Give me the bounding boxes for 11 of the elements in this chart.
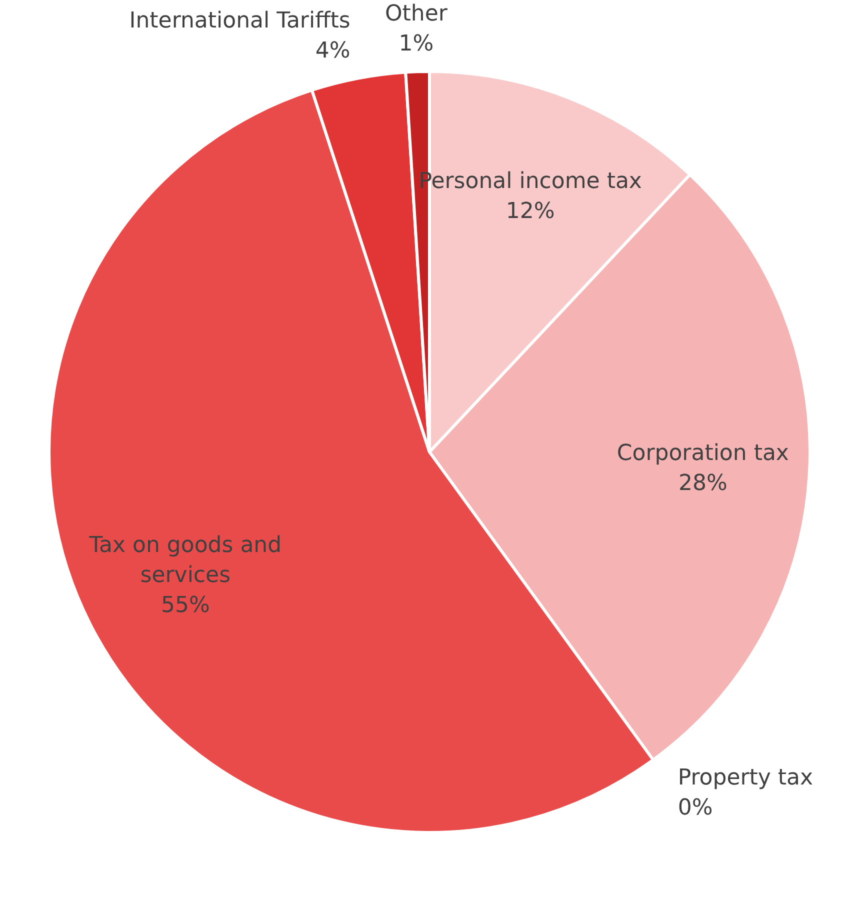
data-label: 12%	[506, 198, 555, 224]
slice-label: Tax on goods and services	[88, 533, 282, 588]
slice-label: International Tariffts	[129, 8, 350, 34]
text: 0%	[678, 796, 713, 821]
category-label: Property tax	[678, 766, 814, 791]
data-label: 55%	[160, 593, 210, 618]
data-label: 4%	[315, 38, 350, 64]
slice-label: Other	[384, 1, 448, 26]
slice-label: Corporation tax	[616, 440, 789, 466]
data-label: 1%	[398, 31, 434, 56]
data-label: 28%	[678, 470, 728, 496]
